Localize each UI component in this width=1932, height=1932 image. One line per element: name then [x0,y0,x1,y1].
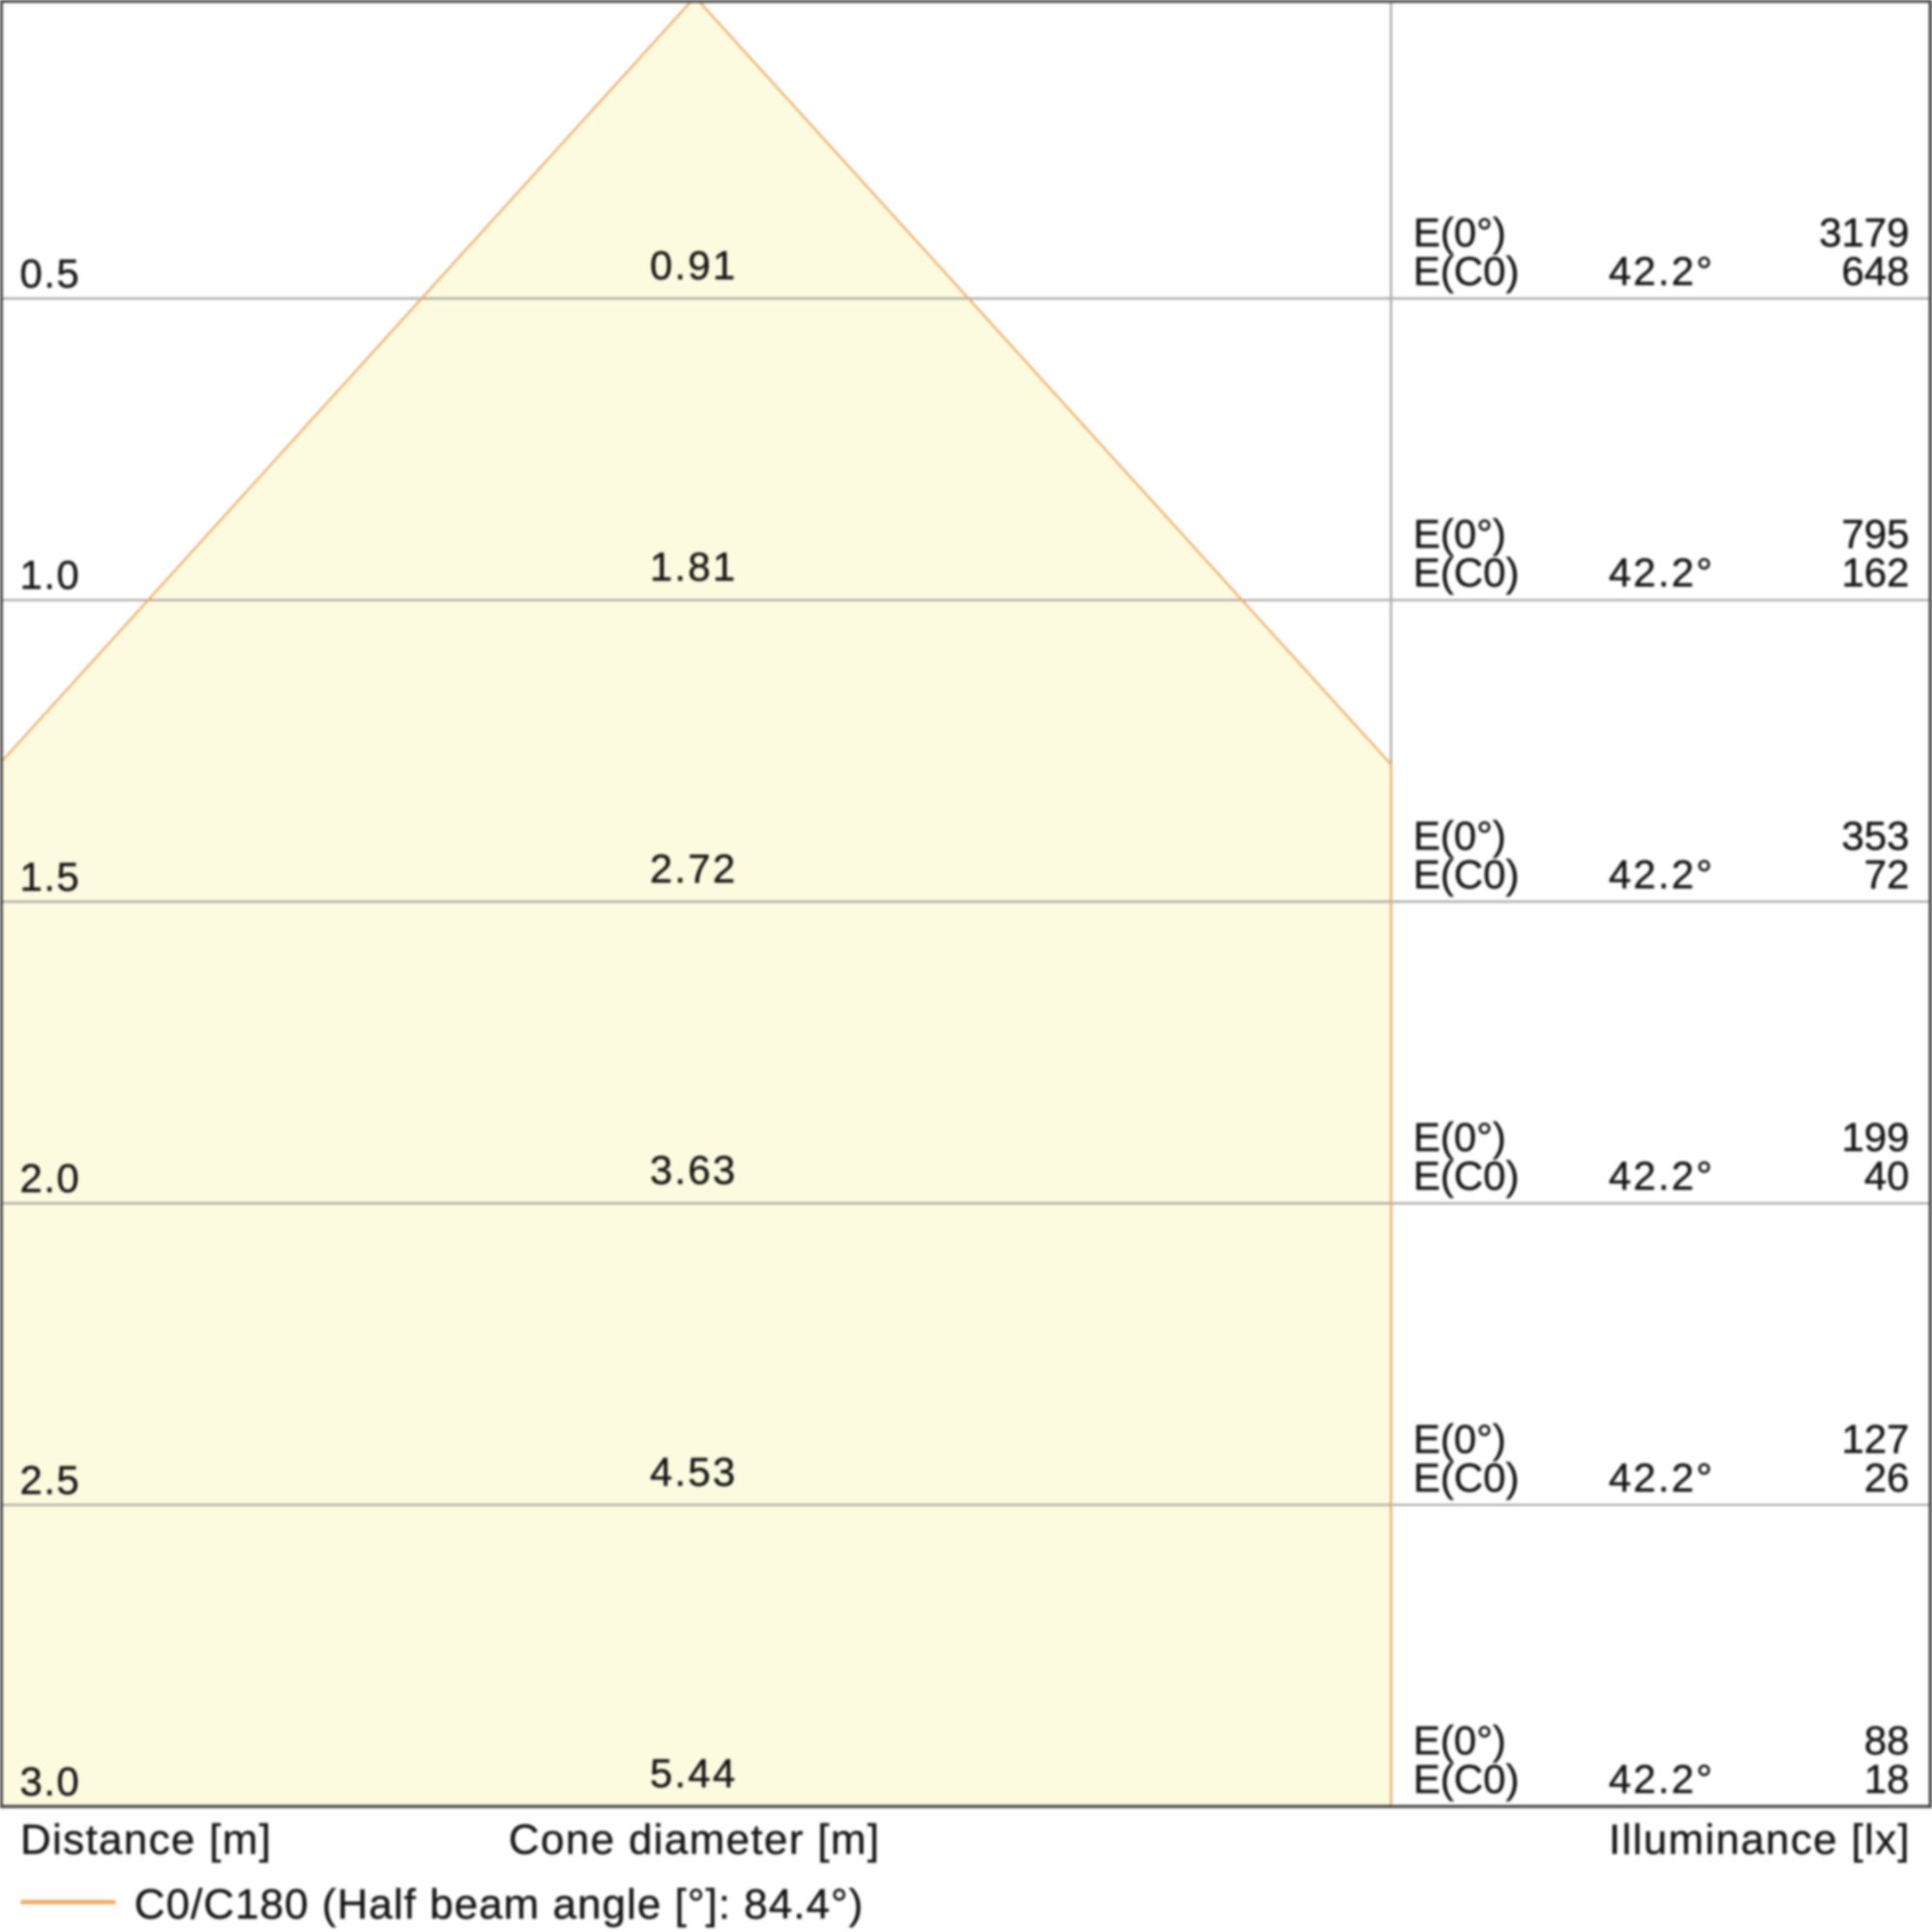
svg-text:E(C0): E(C0) [1413,248,1520,294]
svg-text:199: 199 [1841,1115,1909,1160]
svg-text:2.72: 2.72 [650,845,738,891]
svg-text:Cone diameter [m]: Cone diameter [m] [509,1816,881,1863]
svg-text:E(0°): E(0°) [1413,511,1506,556]
svg-text:42.2°: 42.2° [1608,1455,1715,1500]
svg-text:1.81: 1.81 [650,544,738,589]
svg-text:E(C0): E(C0) [1413,1455,1520,1500]
svg-text:795: 795 [1841,511,1909,556]
svg-text:E(C0): E(C0) [1413,1756,1520,1802]
svg-text:E(0°): E(0°) [1413,1416,1506,1462]
svg-text:127: 127 [1841,1416,1909,1462]
svg-text:1.5: 1.5 [20,854,81,899]
svg-text:E(0°): E(0°) [1413,812,1506,858]
svg-text:162: 162 [1841,550,1909,595]
svg-text:5.44: 5.44 [650,1750,738,1796]
svg-text:42.2°: 42.2° [1608,1153,1715,1199]
svg-text:353: 353 [1841,812,1909,858]
svg-text:2.5: 2.5 [20,1457,81,1502]
svg-text:42.2°: 42.2° [1608,550,1715,595]
svg-text:0.91: 0.91 [650,242,738,288]
svg-text:E(0°): E(0°) [1413,210,1506,255]
svg-text:42.2°: 42.2° [1608,1756,1715,1802]
svg-text:88: 88 [1864,1718,1910,1763]
svg-text:42.2°: 42.2° [1608,248,1715,294]
svg-text:C0/C180 (Half beam angle [°]:: C0/C180 (Half beam angle [°]: 84.4°) [134,1881,864,1928]
svg-text:26: 26 [1864,1455,1910,1500]
svg-text:2.0: 2.0 [20,1155,81,1201]
svg-text:E(0°): E(0°) [1413,1115,1506,1160]
svg-text:40: 40 [1864,1153,1910,1199]
svg-text:3.0: 3.0 [20,1759,81,1804]
svg-text:E(C0): E(C0) [1413,1153,1520,1199]
svg-text:72: 72 [1864,851,1910,896]
svg-text:18: 18 [1864,1756,1910,1802]
svg-text:648: 648 [1841,248,1909,294]
svg-text:E(C0): E(C0) [1413,550,1520,595]
svg-text:0.5: 0.5 [20,251,81,297]
svg-text:4.53: 4.53 [650,1449,738,1494]
svg-text:Distance [m]: Distance [m] [20,1816,272,1863]
svg-text:E(0°): E(0°) [1413,1718,1506,1763]
svg-text:3179: 3179 [1819,210,1909,255]
svg-text:42.2°: 42.2° [1608,851,1715,896]
svg-text:E(C0): E(C0) [1413,851,1520,896]
svg-text:Illuminance [lx]: Illuminance [lx] [1608,1816,1911,1863]
svg-text:1.0: 1.0 [20,553,81,598]
svg-text:3.63: 3.63 [650,1148,738,1193]
